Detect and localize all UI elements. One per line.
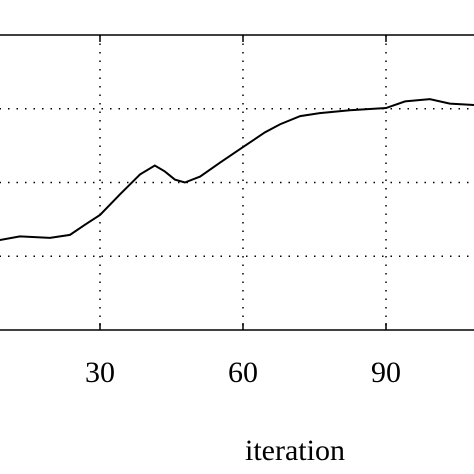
- data-line: [0, 98, 474, 242]
- plot-frame: [0, 34, 474, 331]
- x-axis-label: iteration: [245, 434, 345, 467]
- x-tick-label: 30: [85, 356, 115, 389]
- x-tick-label: 90: [371, 356, 401, 389]
- x-tick-label: 60: [228, 356, 258, 389]
